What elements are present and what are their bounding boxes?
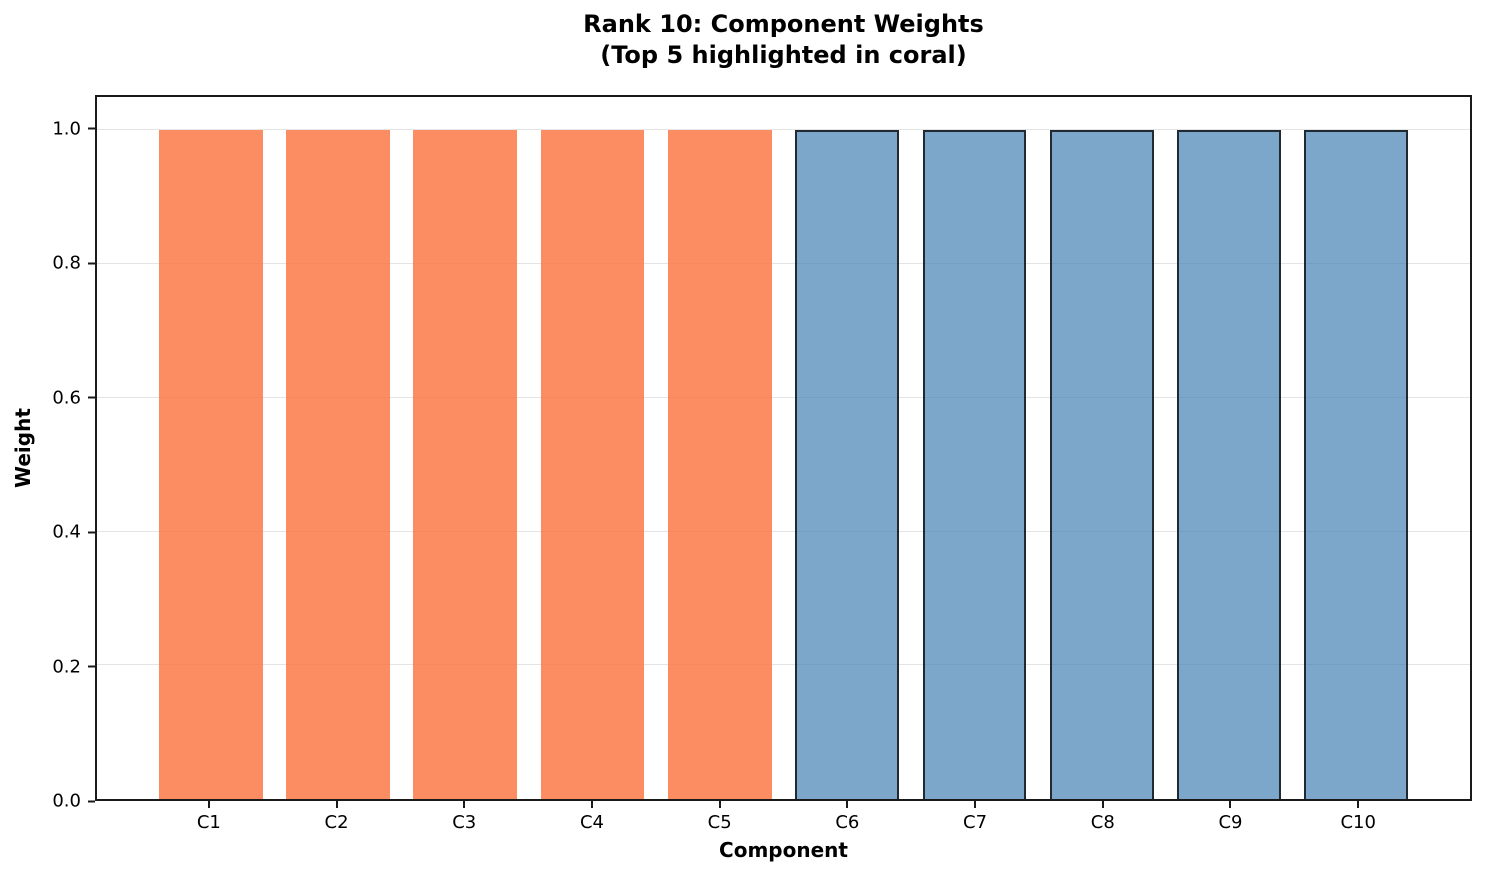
bar-slot <box>402 97 529 799</box>
y-tick-mark <box>88 262 95 265</box>
bar-C1 <box>158 130 263 799</box>
x-tick-label: C5 <box>707 812 732 833</box>
y-tick-0.2: 0.2 <box>52 656 95 677</box>
chart-title-block: Rank 10: Component Weights (Top 5 highli… <box>95 9 1472 71</box>
x-tick-mark <box>590 801 593 808</box>
x-tick-label: C8 <box>1090 812 1115 833</box>
x-tick-label: C6 <box>835 812 860 833</box>
bar-slot <box>911 97 1038 799</box>
x-tick-label: C10 <box>1340 812 1376 833</box>
x-tick-C4: C4 <box>528 801 656 833</box>
x-tick-label: C1 <box>196 812 221 833</box>
bar-C7 <box>922 130 1027 799</box>
x-tick-mark <box>463 801 466 808</box>
bar-slot <box>1165 97 1292 799</box>
y-tick-mark <box>88 800 95 802</box>
bars-layer <box>97 97 1470 799</box>
x-tick-C6: C6 <box>784 801 912 833</box>
x-tick-mark <box>846 801 849 808</box>
x-tick-mark <box>1101 801 1104 808</box>
x-axis-label: Component <box>719 838 848 862</box>
plot-area <box>95 95 1472 801</box>
gridline <box>97 263 1470 265</box>
y-tick-label: 0.8 <box>52 252 81 274</box>
bar-slot <box>656 97 783 799</box>
bar-C3 <box>413 130 518 799</box>
y-tick-label: 0.0 <box>52 790 81 812</box>
x-tick-C7: C7 <box>911 801 1039 833</box>
y-tick-label: 0.2 <box>52 656 81 678</box>
bar-slot <box>274 97 401 799</box>
chart-subtitle: (Top 5 highlighted in coral) <box>600 41 967 69</box>
y-tick-label: 1.0 <box>52 118 81 140</box>
x-tick-C1: C1 <box>145 801 273 833</box>
bar-slot <box>1038 97 1165 799</box>
x-tick-mark <box>1229 801 1232 808</box>
y-tick-label: 0.4 <box>52 521 81 543</box>
y-tick-mark <box>88 127 95 130</box>
gridline <box>97 396 1470 398</box>
x-tick-mark <box>207 801 210 808</box>
y-tick-mark <box>88 531 95 534</box>
x-tick-mark <box>335 801 338 808</box>
bar-C8 <box>1049 130 1154 799</box>
x-tick-mark <box>974 801 977 808</box>
x-tick-C8: C8 <box>1039 801 1167 833</box>
gridline <box>97 530 1470 532</box>
x-tick-C3: C3 <box>400 801 528 833</box>
gridline <box>97 129 1470 131</box>
bar-C6 <box>795 130 899 799</box>
x-tick-label: C3 <box>452 812 477 833</box>
x-tick-mark <box>718 801 721 808</box>
y-tick-mark <box>88 396 95 399</box>
bar-slot <box>147 97 274 799</box>
gridline <box>97 664 1470 666</box>
x-tick-C5: C5 <box>656 801 784 833</box>
bar-C5 <box>667 130 772 799</box>
bar-C9 <box>1177 130 1281 799</box>
grid-layer <box>97 97 1470 799</box>
y-tick-0.0: 0.0 <box>52 791 95 812</box>
x-tick-label: C9 <box>1218 812 1243 833</box>
x-axis: C1 C2 C3 C4 C5 C6 C7 C8 C9 C10 <box>95 801 1472 833</box>
bar-C2 <box>286 130 390 799</box>
bar-slot <box>783 97 910 799</box>
y-tick-0.6: 0.6 <box>52 387 95 408</box>
chart-title: Rank 10: Component Weights <box>583 10 984 38</box>
bar-slot <box>1293 97 1420 799</box>
x-tick-label: C7 <box>963 812 988 833</box>
x-tick-label: C4 <box>579 812 604 833</box>
bar-C10 <box>1304 130 1409 799</box>
x-tick-C2: C2 <box>273 801 401 833</box>
bar-slot <box>529 97 656 799</box>
bar-C4 <box>540 130 645 799</box>
x-tick-C10: C10 <box>1294 801 1422 833</box>
y-tick-mark <box>88 665 95 668</box>
x-tick-label: C2 <box>324 812 349 833</box>
x-tick-C9: C9 <box>1167 801 1295 833</box>
x-tick-mark <box>1357 801 1360 808</box>
y-axis: 0.0 0.2 0.4 0.6 0.8 1.0 <box>0 95 95 812</box>
y-tick-0.8: 0.8 <box>52 253 95 274</box>
y-tick-label: 0.6 <box>52 387 81 409</box>
y-tick-1.0: 1.0 <box>52 118 95 139</box>
y-tick-0.4: 0.4 <box>52 522 95 543</box>
